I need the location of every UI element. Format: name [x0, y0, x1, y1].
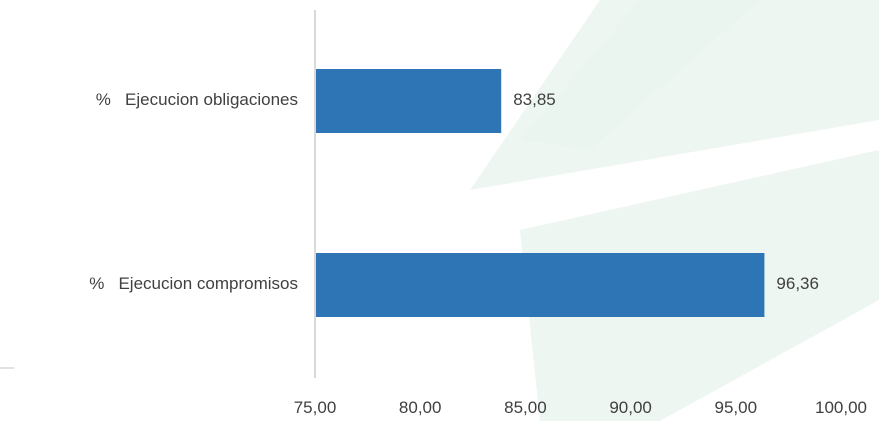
x-tick-label: 95,00: [714, 398, 758, 417]
background-watermark: [470, 0, 879, 421]
bar-value-label: 83,85: [513, 90, 556, 109]
x-tick-label: 80,00: [398, 398, 442, 417]
watermark-shape: [520, 0, 760, 150]
x-tick-label: 75,00: [293, 398, 337, 417]
bars-group: [316, 69, 765, 317]
category-label: % Ejecucion obligaciones: [95, 90, 298, 109]
bar-value-label: 96,36: [776, 274, 819, 293]
x-tick-label: 90,00: [609, 398, 652, 417]
x-tick-label: 85,00: [504, 398, 547, 417]
bar: [316, 253, 765, 317]
x-tick-label: 100,00: [815, 398, 867, 417]
bar: [316, 69, 502, 133]
category-label: % Ejecucion compromisos: [89, 274, 298, 293]
